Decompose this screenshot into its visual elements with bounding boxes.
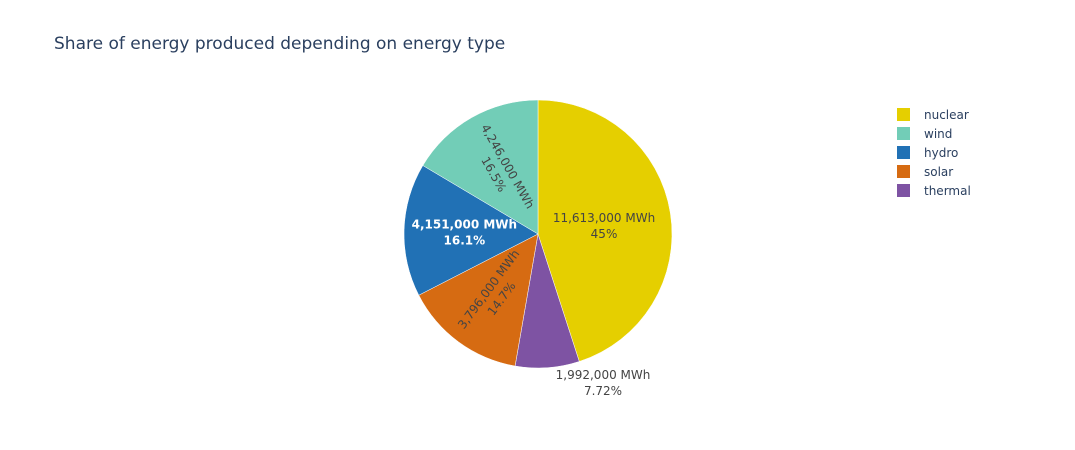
- data-label-nuclear: 11,613,000 MWh 45%: [553, 211, 655, 241]
- data-label-hydro: 4,151,000 MWh 16.1%: [412, 218, 517, 248]
- legend-label-solar: solar: [924, 164, 954, 179]
- data-label-percent: 16.1%: [444, 234, 486, 248]
- legend-label-nuclear: nuclear: [924, 107, 969, 122]
- legend-item-hydro[interactable]: hydro: [897, 143, 971, 162]
- legend-label-thermal: thermal: [924, 183, 971, 198]
- data-label-thermal: 1,992,000 MWh 7.72%: [556, 368, 651, 398]
- pie-slice-wind[interactable]: [422, 99, 539, 235]
- legend-swatch-hydro: [897, 146, 910, 159]
- legend-swatch-solar: [897, 165, 910, 178]
- pie-slice-solar[interactable]: [418, 233, 539, 367]
- data-label-value: 11,613,000 MWh: [553, 211, 655, 225]
- legend-label-wind: wind: [924, 126, 953, 141]
- legend-label-hydro: hydro: [924, 145, 959, 160]
- data-label-value: 4,151,000 MWh: [412, 218, 517, 232]
- legend: nuclear wind hydro solar thermal: [897, 105, 971, 200]
- legend-item-wind[interactable]: wind: [897, 124, 971, 143]
- legend-swatch-wind: [897, 127, 910, 140]
- legend-item-nuclear[interactable]: nuclear: [897, 105, 971, 124]
- legend-swatch-nuclear: [897, 108, 910, 121]
- chart-title: Share of energy produced depending on en…: [54, 34, 506, 54]
- data-label-percent: 7.72%: [584, 384, 622, 398]
- legend-item-thermal[interactable]: thermal: [897, 181, 971, 200]
- legend-item-solar[interactable]: solar: [897, 162, 971, 181]
- pie-slice-nuclear[interactable]: [537, 99, 673, 362]
- data-label-value: 1,992,000 MWh: [556, 368, 651, 382]
- legend-swatch-thermal: [897, 184, 910, 197]
- data-label-percent: 45%: [591, 227, 618, 241]
- pie-slice-hydro[interactable]: [403, 165, 539, 296]
